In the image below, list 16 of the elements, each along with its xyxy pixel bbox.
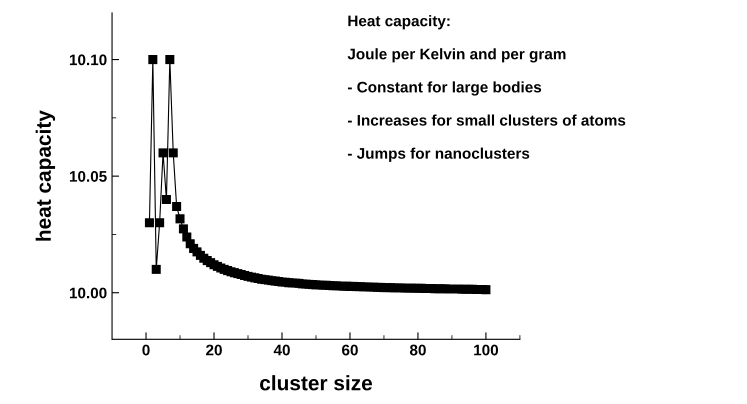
annotation: Joule per Kelvin and per gram (348, 48, 566, 62)
y-tick-label: 10.00 (70, 288, 107, 298)
annotation: Heat capacity: (348, 15, 450, 30)
annotation: - Jumps for nanoclusters (348, 148, 530, 162)
x-axis-title: cluster size (260, 375, 372, 390)
x-tick-label: 60 (342, 344, 358, 356)
x-tick-label: 80 (410, 344, 426, 356)
x-tick-label: 20 (206, 344, 222, 356)
x-tick-label: 0 (142, 344, 150, 356)
y-tick-label: 10.10 (70, 54, 107, 66)
annotation: - Constant for large bodies (348, 81, 542, 96)
y-axis-title: heat capacity (36, 110, 56, 241)
annotation: - Increases for small clusters of atoms (348, 114, 626, 126)
x-tick-label: 40 (274, 344, 290, 356)
x-tick-label: 100 (474, 344, 498, 356)
y-tick-label: 10.05 (70, 171, 107, 182)
